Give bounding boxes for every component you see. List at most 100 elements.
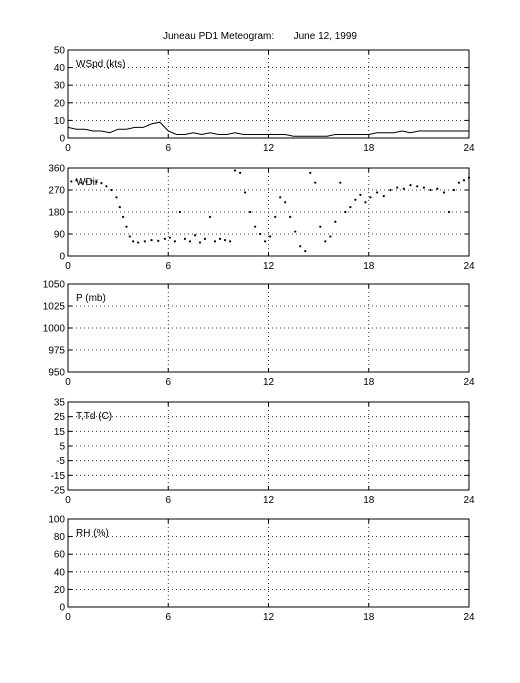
data-point [259, 232, 262, 236]
data-point [254, 225, 257, 228]
data-point [218, 237, 222, 240]
data-point [359, 193, 362, 196]
x-tick-label: 24 [463, 495, 475, 506]
y-tick-label: 35 [54, 398, 66, 409]
data-point [105, 185, 108, 188]
data-point [319, 225, 322, 228]
data-point [436, 187, 439, 190]
data-point [223, 239, 227, 242]
y-tick-label: 5 [59, 442, 65, 453]
data-point [289, 215, 292, 218]
data-point [309, 171, 312, 174]
data-point [279, 196, 282, 199]
data-point [299, 245, 302, 248]
series-line [67, 121, 469, 137]
data-point [118, 206, 121, 209]
x-tick-label: 12 [263, 495, 275, 506]
panel-label: WSpd (kts) [76, 59, 125, 70]
data-point [457, 181, 461, 184]
data-point [137, 241, 140, 244]
panel-label: RH (%) [76, 528, 109, 539]
data-point [85, 180, 88, 183]
data-point [233, 169, 237, 172]
data-point [128, 235, 131, 238]
data-point [143, 240, 146, 243]
x-tick-label: 24 [463, 377, 475, 388]
data-point [100, 182, 103, 185]
x-tick-label: 0 [65, 612, 71, 623]
y-tick-label: 50 [54, 46, 66, 57]
data-point [208, 215, 212, 218]
x-tick-label: 6 [165, 377, 171, 388]
x-tick-label: 18 [363, 143, 375, 154]
data-point [442, 191, 446, 194]
y-tick-label: 0 [59, 134, 65, 145]
data-point [354, 198, 357, 201]
data-point [334, 220, 337, 223]
data-point [389, 188, 392, 192]
y-tick-label: 80 [54, 532, 66, 543]
y-tick-label: 0 [59, 252, 65, 263]
data-point [198, 241, 202, 244]
x-tick-label: 12 [263, 612, 275, 623]
data-point [349, 206, 352, 209]
y-tick-label: -25 [51, 486, 66, 497]
data-point [264, 240, 267, 243]
x-tick-label: 18 [363, 377, 375, 388]
y-tick-label: 1050 [43, 280, 66, 291]
y-tick-label: 180 [48, 208, 65, 219]
data-point [75, 179, 78, 182]
y-tick-label: 1025 [43, 302, 66, 313]
x-tick-label: 0 [65, 495, 71, 506]
y-tick-label: 20 [54, 585, 66, 596]
data-point [244, 191, 247, 194]
data-point [314, 181, 317, 184]
chart-title: Juneau PD1 Meteogram: June 12, 1999 [162, 31, 357, 42]
data-point [416, 185, 419, 188]
y-tick-label: 20 [54, 98, 66, 109]
data-point [80, 181, 83, 184]
data-point [213, 240, 217, 243]
data-point [249, 210, 252, 214]
y-tick-label: -5 [56, 456, 65, 467]
x-tick-label: 6 [165, 612, 171, 623]
x-tick-label: 0 [65, 261, 71, 272]
data-point [304, 250, 307, 253]
y-tick-label: 40 [54, 63, 66, 74]
y-tick-label: 15 [54, 427, 66, 438]
data-point [70, 180, 73, 183]
data-point [402, 187, 405, 190]
x-tick-label: 24 [463, 612, 475, 623]
y-tick-label: 1000 [43, 324, 66, 335]
data-point [429, 188, 432, 192]
data-point [125, 225, 128, 228]
y-tick-label: 60 [54, 550, 66, 561]
data-point [168, 236, 172, 239]
data-point [90, 179, 93, 182]
data-point [467, 176, 471, 179]
data-point [382, 195, 385, 198]
data-point [376, 191, 379, 194]
data-point [95, 181, 98, 184]
y-tick-label: 950 [48, 368, 65, 379]
data-point [238, 171, 242, 174]
data-point [150, 239, 153, 242]
data-point [178, 210, 182, 214]
y-tick-label: 30 [54, 81, 66, 92]
x-tick-label: 0 [65, 143, 71, 154]
panel-label: P (mb) [76, 293, 106, 304]
y-tick-label: 0 [59, 603, 65, 614]
data-point [329, 235, 332, 238]
x-tick-label: 12 [263, 261, 275, 272]
x-tick-label: 12 [263, 377, 275, 388]
data-point [173, 240, 177, 243]
x-tick-label: 24 [463, 261, 475, 272]
data-point [324, 240, 327, 243]
panel-label: WDir [76, 177, 99, 188]
y-tick-label: 360 [48, 164, 65, 175]
data-point [163, 237, 167, 240]
data-point [422, 186, 425, 189]
x-tick-label: 6 [165, 261, 171, 272]
y-tick-label: 40 [54, 567, 66, 578]
